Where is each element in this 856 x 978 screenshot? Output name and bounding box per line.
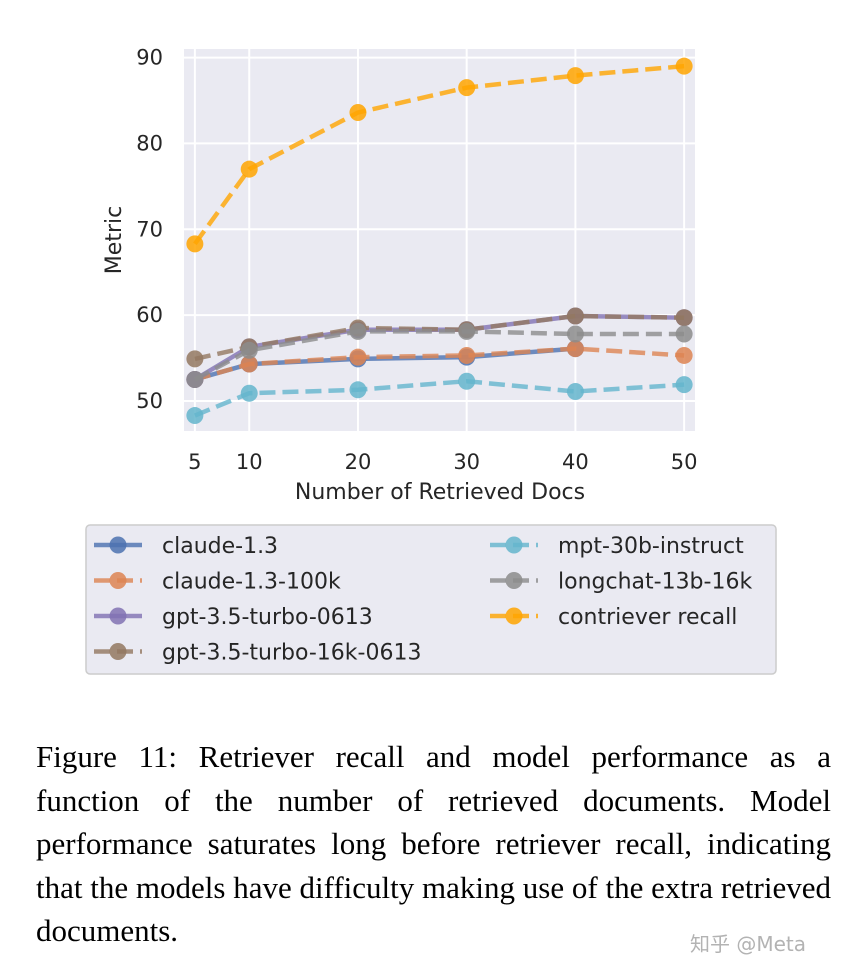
data-point [240, 160, 258, 178]
data-point [675, 376, 693, 394]
legend-marker [109, 607, 127, 625]
y-axis-label: Metric [102, 206, 127, 274]
watermark: 知乎 @Meta [690, 932, 807, 956]
data-point [458, 79, 476, 97]
data-point [349, 322, 367, 340]
data-point [349, 381, 367, 399]
data-point [349, 104, 367, 122]
data-point [566, 67, 584, 85]
y-tick-label: 80 [136, 131, 163, 155]
data-point [186, 370, 204, 388]
data-point [240, 355, 258, 373]
chart: 5 10 20 30 40 50 50 60 70 80 90 Number of Retriev… [85, 46, 777, 675]
x-tick-label: 5 [188, 450, 201, 474]
legend-label: gpt-3.5-turbo-16k-0613 [162, 641, 421, 666]
legend-item-contriever-recall: contriever recall [490, 605, 737, 630]
data-point [240, 384, 258, 402]
data-point [566, 383, 584, 401]
legend-marker [109, 536, 127, 554]
series-line-gpt-3-5-turbo-16k-0613 [194, 313, 685, 362]
series-line-contriever-recall [193, 63, 685, 246]
legend-frame [85, 524, 777, 675]
legend: claude-1.3 mpt-30b-instruct claude-1.3-100… [85, 524, 777, 675]
x-tick-label: 50 [671, 450, 698, 474]
legend-item-mpt-30b-instruct: mpt-30b-instruct [490, 534, 744, 559]
y-tick-label: 70 [136, 217, 163, 241]
legend-label: claude-1.3-100k [162, 570, 341, 595]
figure-caption: Figure 11: Retriever recall and model pe… [36, 739, 831, 948]
legend-marker [109, 572, 127, 589]
legend-item-gpt-3-5-turbo-0613: gpt-3.5-turbo-0613 [94, 605, 373, 630]
data-point [675, 309, 693, 327]
data-point [566, 340, 584, 358]
series-contriever-recall [186, 57, 693, 253]
series-line-longchat-13b-16k [193, 329, 685, 382]
data-point [458, 372, 476, 390]
legend-label: contriever recall [558, 605, 737, 630]
data-point [675, 325, 693, 343]
y-tick-labels: 50 60 70 80 90 [136, 46, 163, 413]
data-point [566, 325, 584, 343]
legend-item-gpt-3-5-turbo-16k-0613: gpt-3.5-turbo-16k-0613 [94, 641, 421, 666]
y-tick-label: 90 [136, 46, 163, 70]
x-tick-label: 10 [236, 450, 263, 474]
legend-label: claude-1.3 [162, 534, 278, 559]
legend-item-claude-1-3: claude-1.3 [94, 534, 278, 559]
data-point [186, 407, 204, 425]
x-tick-label: 40 [562, 450, 589, 474]
series-mpt-30b-instruct [186, 372, 693, 425]
data-point [186, 350, 204, 368]
data-point [240, 341, 258, 359]
legend-marker [109, 643, 127, 660]
data-point [675, 346, 693, 364]
legend-marker [505, 572, 523, 589]
plot-area [184, 49, 695, 431]
series-longchat-13b-16k [186, 322, 693, 388]
x-tick-label: 20 [345, 450, 372, 474]
x-tick-label: 30 [453, 450, 480, 474]
series-line-claude-1-3-100k [194, 346, 685, 382]
x-axis-label: Number of Retrieved Docs [295, 480, 585, 505]
legend-label: longchat-13b-16k [558, 570, 752, 595]
legend-item-longchat-13b-16k: longchat-13b-16k [490, 570, 752, 595]
data-point [186, 235, 204, 253]
data-point [458, 346, 476, 364]
series-layer [186, 57, 693, 425]
series-line-mpt-30b-instruct [194, 378, 685, 418]
legend-item-claude-1-3-100k: claude-1.3-100k [94, 570, 341, 595]
x-tick-labels: 5 10 20 30 40 50 [188, 450, 697, 474]
legend-label: mpt-30b-instruct [558, 534, 744, 559]
data-point [458, 322, 476, 340]
legend-marker [505, 607, 523, 625]
data-point [349, 348, 367, 366]
legend-label: gpt-3.5-turbo-0613 [162, 605, 373, 630]
data-point [675, 57, 693, 75]
data-point [566, 307, 584, 325]
y-tick-label: 50 [136, 389, 163, 413]
legend-marker [505, 536, 523, 554]
y-tick-label: 60 [136, 303, 163, 327]
